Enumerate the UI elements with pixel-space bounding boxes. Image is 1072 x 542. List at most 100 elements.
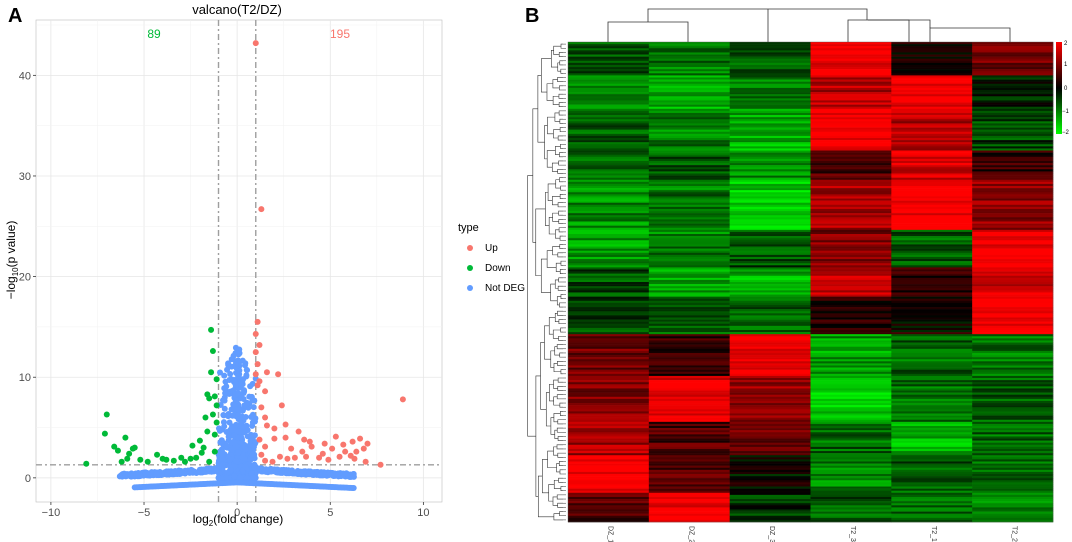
- heatmap-cell: [891, 54, 973, 57]
- heatmap-cell: [648, 271, 730, 274]
- dendro-branch: [559, 352, 563, 358]
- heatmap-cell: [648, 327, 730, 331]
- point-not-deg: [232, 381, 239, 388]
- heatmap-cell: [891, 50, 973, 53]
- heatmap-cell: [810, 446, 892, 450]
- heatmap-cell: [648, 386, 730, 389]
- heatmap-cell: [568, 238, 650, 241]
- heatmap-cell: [972, 411, 1054, 414]
- heatmap-cell: [729, 94, 811, 97]
- heatmap-cell: [972, 71, 1054, 74]
- heatmap-cell: [568, 160, 650, 164]
- heatmap-cell: [568, 446, 650, 450]
- heatmap-cell: [648, 409, 730, 412]
- heatmap-cell: [972, 375, 1054, 379]
- heatmap-cell: [810, 300, 892, 304]
- heatmap-cell: [729, 46, 811, 49]
- heatmap-cell: [648, 319, 730, 322]
- heatmap-cell: [972, 196, 1054, 199]
- heatmap-cell: [891, 94, 973, 97]
- heatmap-cell: [972, 334, 1054, 337]
- point-not-deg: [197, 469, 204, 476]
- heatmap-cell: [972, 131, 1054, 135]
- heatmap-cell: [568, 355, 650, 358]
- heatmap-cell: [648, 75, 730, 78]
- heatmap-cell: [568, 244, 650, 247]
- dendro-branch: [535, 208, 546, 277]
- heatmap-cell: [648, 194, 730, 197]
- heatmap-cell: [810, 102, 892, 105]
- heatmap-cell: [810, 244, 892, 247]
- heatmap-cell: [568, 234, 650, 237]
- dendro-branch: [557, 77, 563, 82]
- heatmap-cell: [729, 499, 811, 502]
- heatmap-cell: [810, 135, 892, 139]
- heatmap-cell: [810, 71, 892, 74]
- heatmap-cell: [891, 323, 973, 327]
- color-scale-bar: [1056, 42, 1062, 134]
- heatmap-cell: [891, 288, 973, 291]
- heatmap-cell: [891, 194, 973, 197]
- heatmap-cell: [729, 432, 811, 435]
- heatmap-cell: [810, 342, 892, 345]
- heatmap-cell: [810, 378, 892, 381]
- heatmap-cell: [729, 215, 811, 218]
- heatmap-cell: [648, 163, 730, 166]
- heatmap-cell: [568, 319, 650, 322]
- heatmap-cell: [648, 167, 730, 170]
- point-not-deg: [217, 369, 224, 376]
- heatmap-cell: [810, 204, 892, 208]
- heatmap-cell: [972, 261, 1054, 264]
- heatmap-cell: [891, 313, 973, 316]
- heatmap-cell: [972, 211, 1054, 214]
- heatmap-cell: [891, 261, 973, 264]
- heatmap-cell: [648, 298, 730, 302]
- heatmap-cell: [810, 505, 892, 508]
- heatmap-cell: [972, 179, 1054, 183]
- heatmap-cell: [568, 133, 650, 137]
- heatmap-cell: [891, 150, 973, 153]
- heatmap-cell: [729, 392, 811, 395]
- heatmap-cell: [810, 181, 892, 185]
- heatmap-cell: [729, 411, 811, 414]
- heatmap-cell: [891, 131, 973, 135]
- point-up: [276, 453, 283, 460]
- heatmap-cell: [972, 317, 1054, 320]
- heatmap-cell: [729, 453, 811, 456]
- heatmap-cell: [891, 407, 973, 410]
- heatmap-cell: [568, 163, 650, 166]
- dendro-branch: [553, 396, 560, 406]
- heatmap-cell: [810, 501, 892, 504]
- heatmap-cell: [972, 496, 1054, 500]
- heatmap-cell: [810, 465, 892, 469]
- heatmap-cell: [972, 471, 1054, 475]
- dendro-branch: [553, 129, 561, 139]
- heatmap-cell: [810, 259, 892, 262]
- heatmap-cell: [972, 135, 1054, 139]
- heatmap-cell: [648, 442, 730, 446]
- heatmap-cell: [729, 100, 811, 103]
- heatmap-cell: [568, 277, 650, 281]
- heatmap-cell: [648, 279, 730, 283]
- heatmap-cell: [648, 254, 730, 258]
- point-not-deg: [187, 468, 194, 475]
- heatmap-cell: [568, 340, 650, 343]
- heatmap-cell: [972, 234, 1054, 237]
- heatmap-cell: [972, 87, 1054, 91]
- heatmap-cell: [648, 100, 730, 103]
- heatmap-cell: [972, 202, 1054, 206]
- heatmap-cell: [891, 171, 973, 174]
- heatmap-cell: [891, 129, 973, 133]
- heatmap-cell: [891, 325, 973, 329]
- heatmap-cell: [810, 190, 892, 193]
- heatmap-cell: [972, 369, 1054, 373]
- heatmap-cell: [568, 380, 650, 383]
- heatmap-cell: [810, 200, 892, 203]
- point-not-deg: [231, 463, 238, 470]
- heatmap-cell: [568, 409, 650, 412]
- heatmap-cell: [972, 438, 1054, 441]
- heatmap-cell: [648, 229, 730, 233]
- heatmap-cell: [648, 517, 730, 521]
- heatmap-cell: [648, 417, 730, 421]
- dendro-branch: [558, 93, 563, 99]
